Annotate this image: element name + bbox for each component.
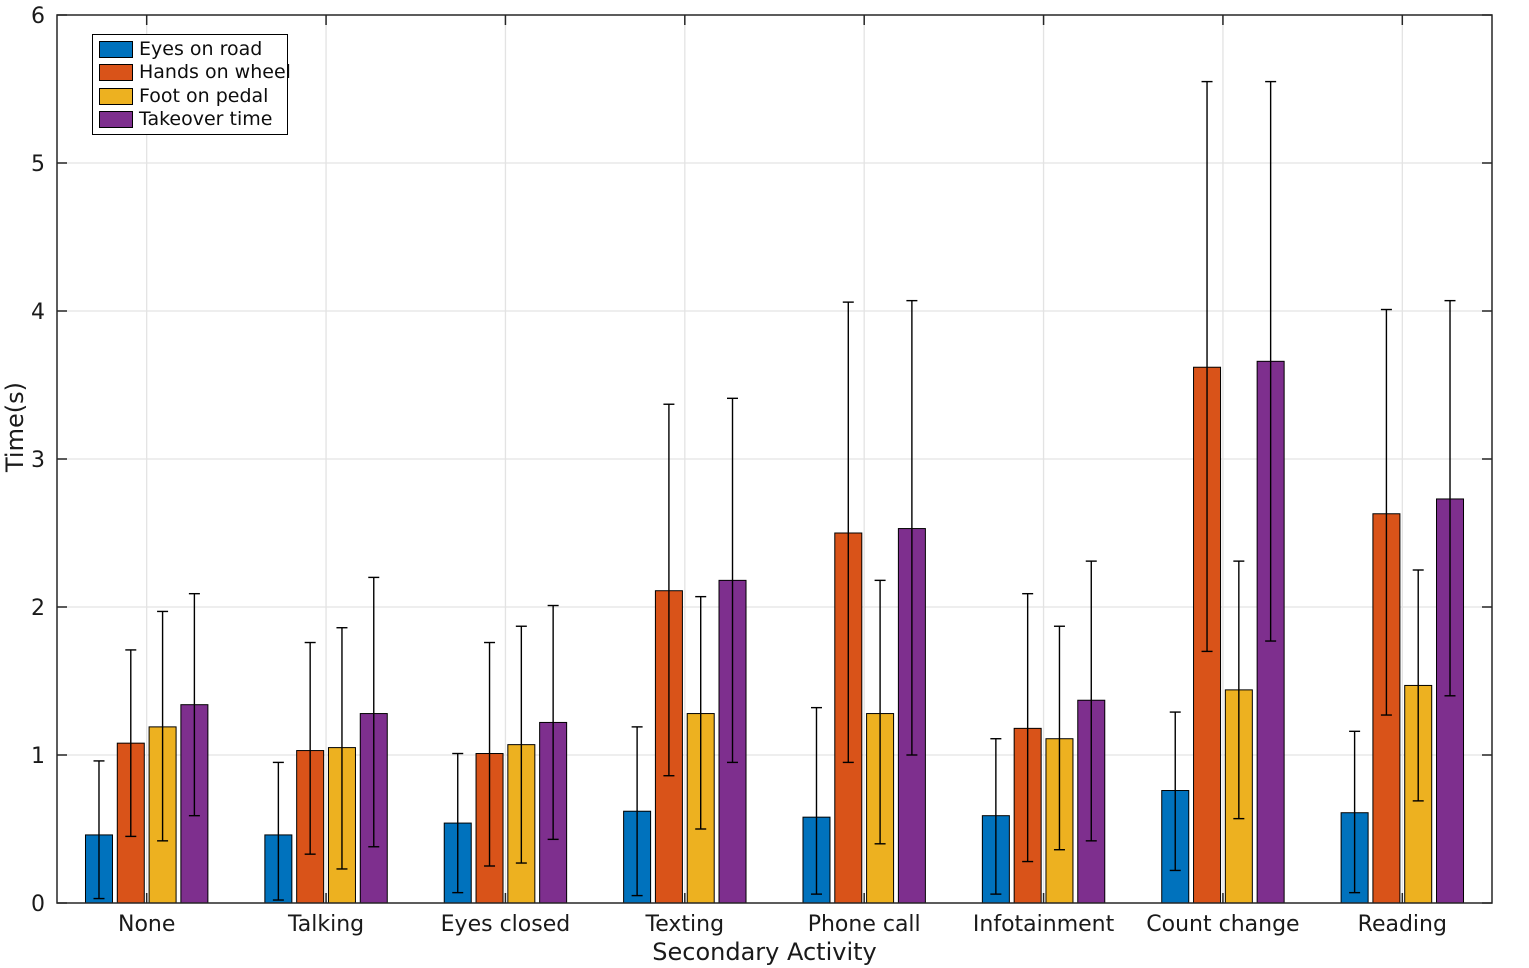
error-bar — [1233, 560, 1245, 820]
error-bar — [1349, 730, 1361, 894]
legend-swatch-eyes-on-road — [99, 41, 133, 59]
error-bar — [547, 604, 559, 841]
error-bar — [727, 397, 739, 764]
y-tick-label: 2 — [31, 596, 45, 621]
error-bar — [1085, 560, 1097, 842]
error-bar — [1201, 80, 1213, 653]
x-tick-label: Count change — [1146, 912, 1299, 937]
y-axis-label: Time(s) — [1, 382, 29, 472]
legend-entry: Eyes on road — [99, 39, 281, 61]
error-bar — [874, 579, 886, 845]
error-bar — [515, 625, 527, 864]
x-tick-label: Reading — [1358, 912, 1447, 937]
y-tick-label: 1 — [31, 744, 45, 769]
error-bar — [1412, 569, 1424, 802]
y-axis-label-text: Time(s) — [1, 382, 29, 472]
error-bar — [484, 641, 496, 867]
legend-label: Takeover time — [139, 107, 273, 130]
legend-label: Eyes on road — [139, 38, 263, 61]
y-tick-label: 0 — [31, 892, 45, 917]
legend-entry: Takeover time — [99, 108, 281, 130]
error-bar — [368, 576, 380, 848]
y-tick-label: 3 — [31, 448, 45, 473]
x-tick-label: Eyes closed — [441, 912, 571, 937]
error-bar — [304, 641, 316, 855]
legend-label: Foot on pedal — [139, 84, 269, 107]
error-bar — [1022, 592, 1034, 863]
error-bar — [93, 760, 105, 900]
error-bar — [990, 738, 1002, 895]
legend-swatch-hands-on-wheel — [99, 64, 133, 82]
error-bar — [1265, 80, 1277, 642]
x-axis-label: Secondary Activity — [652, 938, 877, 966]
error-bar — [842, 301, 854, 764]
y-tick-label: 4 — [31, 300, 45, 325]
error-bar — [1444, 299, 1456, 697]
y-tick-label: 5 — [31, 152, 45, 177]
error-bar — [272, 761, 284, 901]
error-bar — [336, 627, 348, 870]
legend-entry: Hands on wheel — [99, 62, 291, 84]
error-bar — [188, 592, 200, 817]
error-bar — [452, 752, 464, 894]
error-bar — [631, 726, 643, 897]
error-bar — [663, 403, 675, 777]
legend-entry: Foot on pedal — [99, 85, 281, 107]
y-tick-label: 6 — [31, 4, 45, 29]
error-bar — [1380, 308, 1392, 716]
legend-swatch-foot-on-pedal — [99, 87, 133, 105]
legend-label: Hands on wheel — [139, 61, 291, 84]
error-bar — [810, 706, 822, 895]
error-bar — [157, 610, 169, 842]
error-bar — [695, 595, 707, 830]
error-bar — [1169, 711, 1181, 872]
x-tick-label: Infotainment — [973, 912, 1115, 937]
legend: Eyes on road Hands on wheel Foot on pedal T… — [92, 34, 291, 135]
x-tick-label: Texting — [645, 912, 725, 937]
x-tick-label: Phone call — [808, 912, 921, 937]
error-bar — [125, 649, 137, 838]
x-tick-label: None — [118, 912, 175, 937]
legend-swatch-takeover-time — [99, 110, 133, 128]
x-tick-label: Talking — [287, 912, 364, 937]
error-bar — [1053, 625, 1065, 851]
error-bar — [906, 299, 918, 756]
